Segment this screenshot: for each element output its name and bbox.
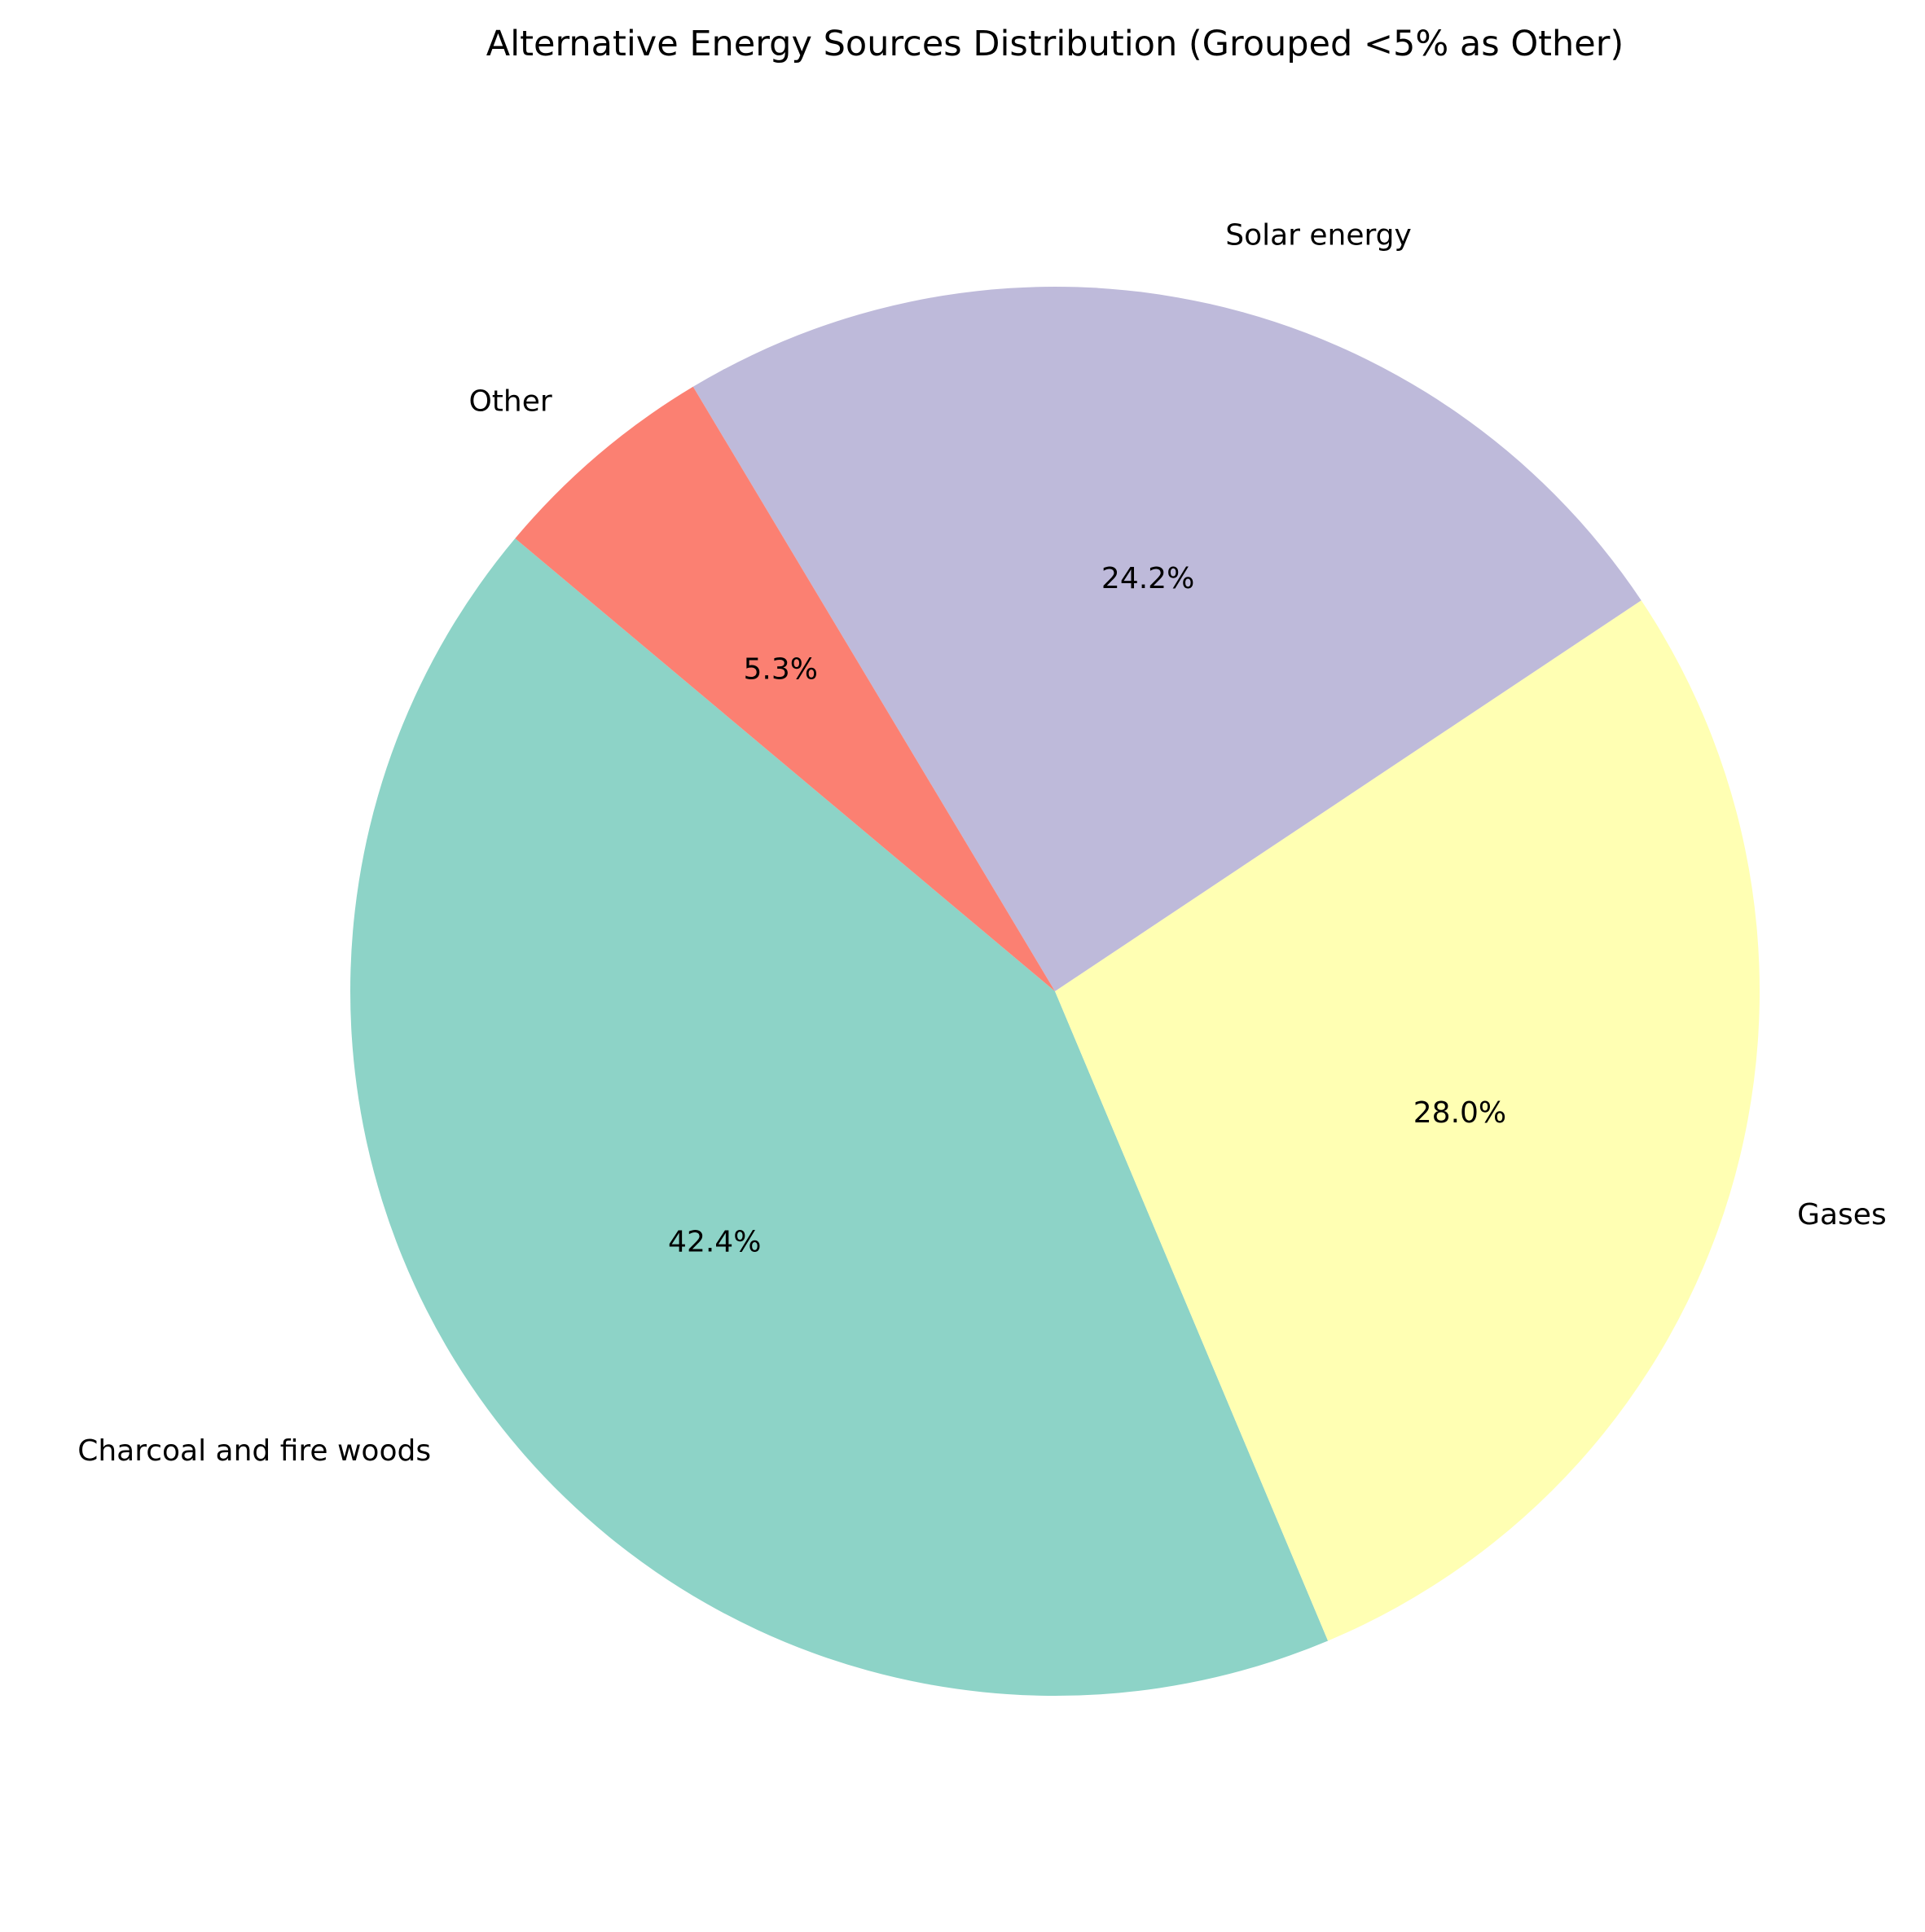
pct-label-charcoal-and-fire-woods: 42.4% (668, 1225, 761, 1258)
pct-label-solar-energy: 24.2% (1101, 562, 1194, 595)
pie-slice-solar-energy (692, 287, 1642, 991)
pct-label-gases: 28.0% (1413, 1096, 1506, 1130)
slice-label-other: Other (468, 384, 552, 418)
pie-slice-charcoal-and-fire-woods (350, 538, 1329, 1696)
chart-title: Alternative Energy Sources Distribution … (486, 24, 1624, 64)
pie-slice-other (515, 386, 1055, 991)
pie-labels: 42.4% Charcoal and fire woods 28.0% Gases 24… (77, 218, 1887, 1468)
pie-slice-gases (1055, 600, 1760, 1641)
slice-label-gases: Gases (1797, 1198, 1887, 1232)
pct-label-other: 5.3% (744, 653, 818, 687)
slice-label-charcoal-and-fire-woods: Charcoal and fire woods (77, 1434, 431, 1468)
slice-label-solar-energy: Solar energy (1225, 218, 1412, 252)
pie-slices (350, 287, 1760, 1696)
